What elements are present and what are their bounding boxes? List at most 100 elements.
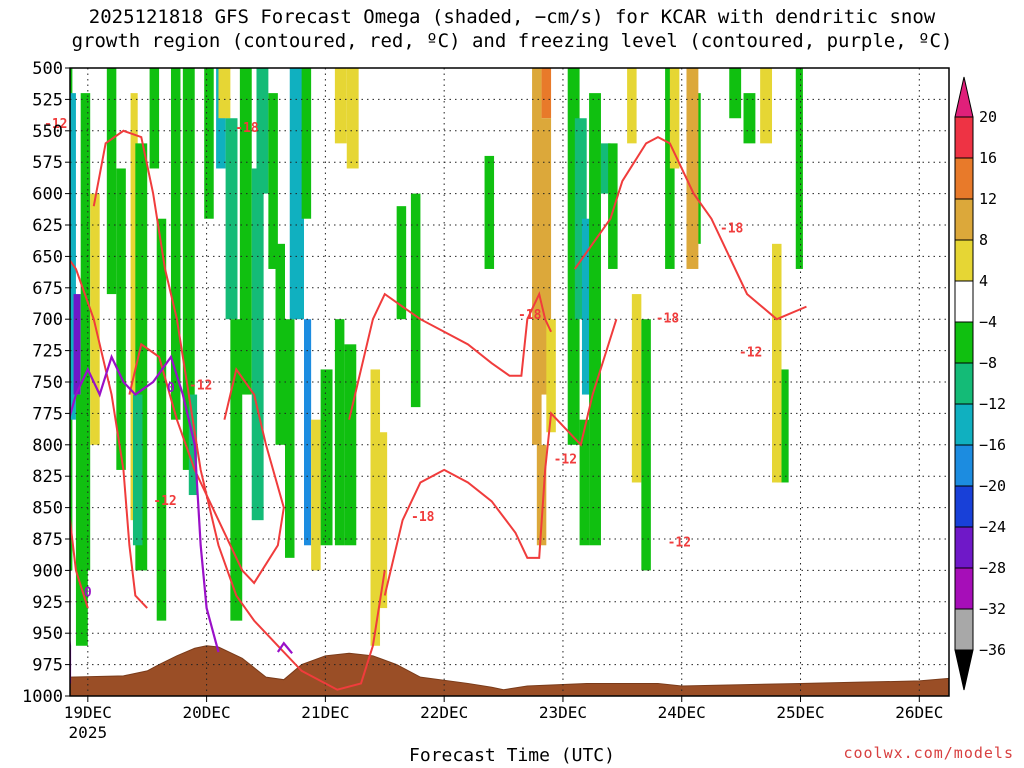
omega-shade-cell — [574, 118, 587, 320]
y-tick-label: 900 — [32, 561, 63, 581]
colorbar-label: −28 — [979, 559, 1006, 577]
x-tick-label: 22DEC — [420, 703, 468, 722]
contour-label: 0 — [167, 381, 175, 396]
x-tick-label: 24DEC — [658, 703, 706, 722]
x-tick-label: 25DEC — [776, 703, 824, 722]
omega-shade-cell — [218, 68, 231, 119]
y-tick-label: 925 — [32, 593, 63, 613]
omega-shade-cell — [256, 68, 269, 194]
x-tick-label: 20DEC — [183, 703, 231, 722]
y-tick-label: 550 — [32, 122, 63, 142]
contour-label: -18 — [518, 308, 542, 323]
contour-labels: -12 -18 -12 -12 -18 -18 -12 -18 -12 -18 -12 0 0 — [44, 117, 762, 600]
terrain — [70, 645, 949, 696]
y-tick-label: 975 — [32, 656, 63, 676]
colorbar-top-arrow — [954, 76, 974, 118]
omega-shade-cell — [130, 93, 138, 521]
colorbar-label: 20 — [979, 108, 997, 126]
dgz-contour — [70, 258, 148, 609]
omega-shade-cell — [239, 68, 252, 395]
colorbar-segment — [954, 444, 974, 487]
contour-label: -12 — [668, 535, 691, 550]
omega-shade-cell — [581, 218, 594, 395]
omega-shade-cell — [19, 106, 29, 244]
omega-shade-cell — [320, 369, 333, 546]
omega-shade-cell — [776, 369, 789, 483]
x-axis-title: Forecast Time (UTC) — [409, 745, 615, 766]
y-tick-label: 750 — [32, 373, 63, 393]
colorbar-label: −16 — [979, 436, 1006, 454]
omega-shade-cell — [24, 219, 34, 395]
dgz-contour — [128, 342, 285, 585]
omega-shade-cell — [579, 419, 590, 546]
omega-shade-cell — [546, 319, 556, 433]
colorbar-segment — [954, 198, 974, 241]
omega-shade-cell — [772, 243, 782, 483]
omega-shade-cell — [70, 93, 76, 420]
contour-label: -12 — [44, 117, 67, 132]
omega-shade-cell — [344, 344, 357, 546]
dgz-contour — [574, 135, 807, 321]
omega-shade-cell — [631, 294, 642, 483]
y-tick-label: 725 — [32, 342, 63, 362]
omega-shade-cell — [346, 68, 359, 169]
omega-shade-cell — [410, 193, 421, 408]
omega-shade-cell — [541, 68, 552, 119]
y-tick-label: 575 — [32, 153, 63, 173]
contours — [70, 129, 807, 691]
contour-label: 0 — [84, 586, 92, 601]
omega-shade-cell — [80, 93, 91, 571]
omega-shade-cell — [539, 118, 552, 395]
colorbar-label: −20 — [979, 477, 1006, 495]
omega-shade-cell — [182, 68, 195, 470]
omega-shade-cell — [311, 419, 321, 571]
y-tick-label: 650 — [32, 247, 63, 267]
credit-text: coolwx.com/models — [843, 744, 1014, 762]
omega-shade-cell — [275, 243, 285, 445]
omega-shade-cell — [75, 394, 88, 646]
freezing-contour — [276, 641, 293, 654]
omega-shade-cell — [600, 143, 611, 194]
omega-shade-cell — [204, 68, 214, 219]
y-tick-label: 500 — [32, 59, 63, 79]
y-tick-label: 825 — [32, 467, 63, 487]
contour-label: -18 — [235, 121, 259, 136]
y-tick-label: 875 — [32, 530, 63, 550]
contour-label: -12 — [189, 378, 212, 393]
omega-shade-cell — [59, 294, 66, 570]
omega-shade-cell — [334, 319, 345, 546]
colorbar-bottom-arrow — [954, 649, 974, 691]
omega-shade-cell — [641, 319, 651, 571]
colorbar-segment — [954, 567, 974, 610]
colorbar-segment — [954, 485, 974, 528]
contour-label: -18 — [720, 221, 744, 236]
omega-shade-cell — [284, 319, 295, 558]
omega-shade-cell — [396, 206, 407, 320]
omega-shade-cell — [90, 193, 100, 445]
y-tick-label: 525 — [32, 90, 63, 110]
y-tick-label: 600 — [32, 185, 63, 205]
omega-shade-cell — [532, 68, 542, 445]
chart-title-line2: growth region (contoured, red, ºC) and f… — [71, 30, 953, 52]
omega-shade-cell — [135, 143, 148, 571]
omega-shade-cell — [334, 68, 347, 144]
chart-title-line1: 2025121818 GFS Forecast Omega (shaded, −… — [88, 6, 936, 28]
colorbar-segment — [954, 280, 974, 323]
omega-shade-cell — [149, 68, 160, 169]
x-tick-label: 26DEC — [895, 703, 943, 722]
y-tick-label: 625 — [32, 216, 63, 236]
y-tick-label: 800 — [32, 436, 63, 456]
omega-shade-cell — [686, 68, 699, 269]
dgz-contour — [348, 291, 552, 420]
colorbar-segment — [954, 608, 974, 651]
colorbar-segment — [954, 526, 974, 569]
omega-shading — [19, 68, 803, 646]
x-tick-label: 21DEC — [301, 703, 349, 722]
colorbar-label: 8 — [979, 231, 988, 249]
omega-shade-cell — [608, 143, 618, 269]
y-tick-label: 675 — [32, 279, 63, 299]
grid — [70, 68, 949, 696]
